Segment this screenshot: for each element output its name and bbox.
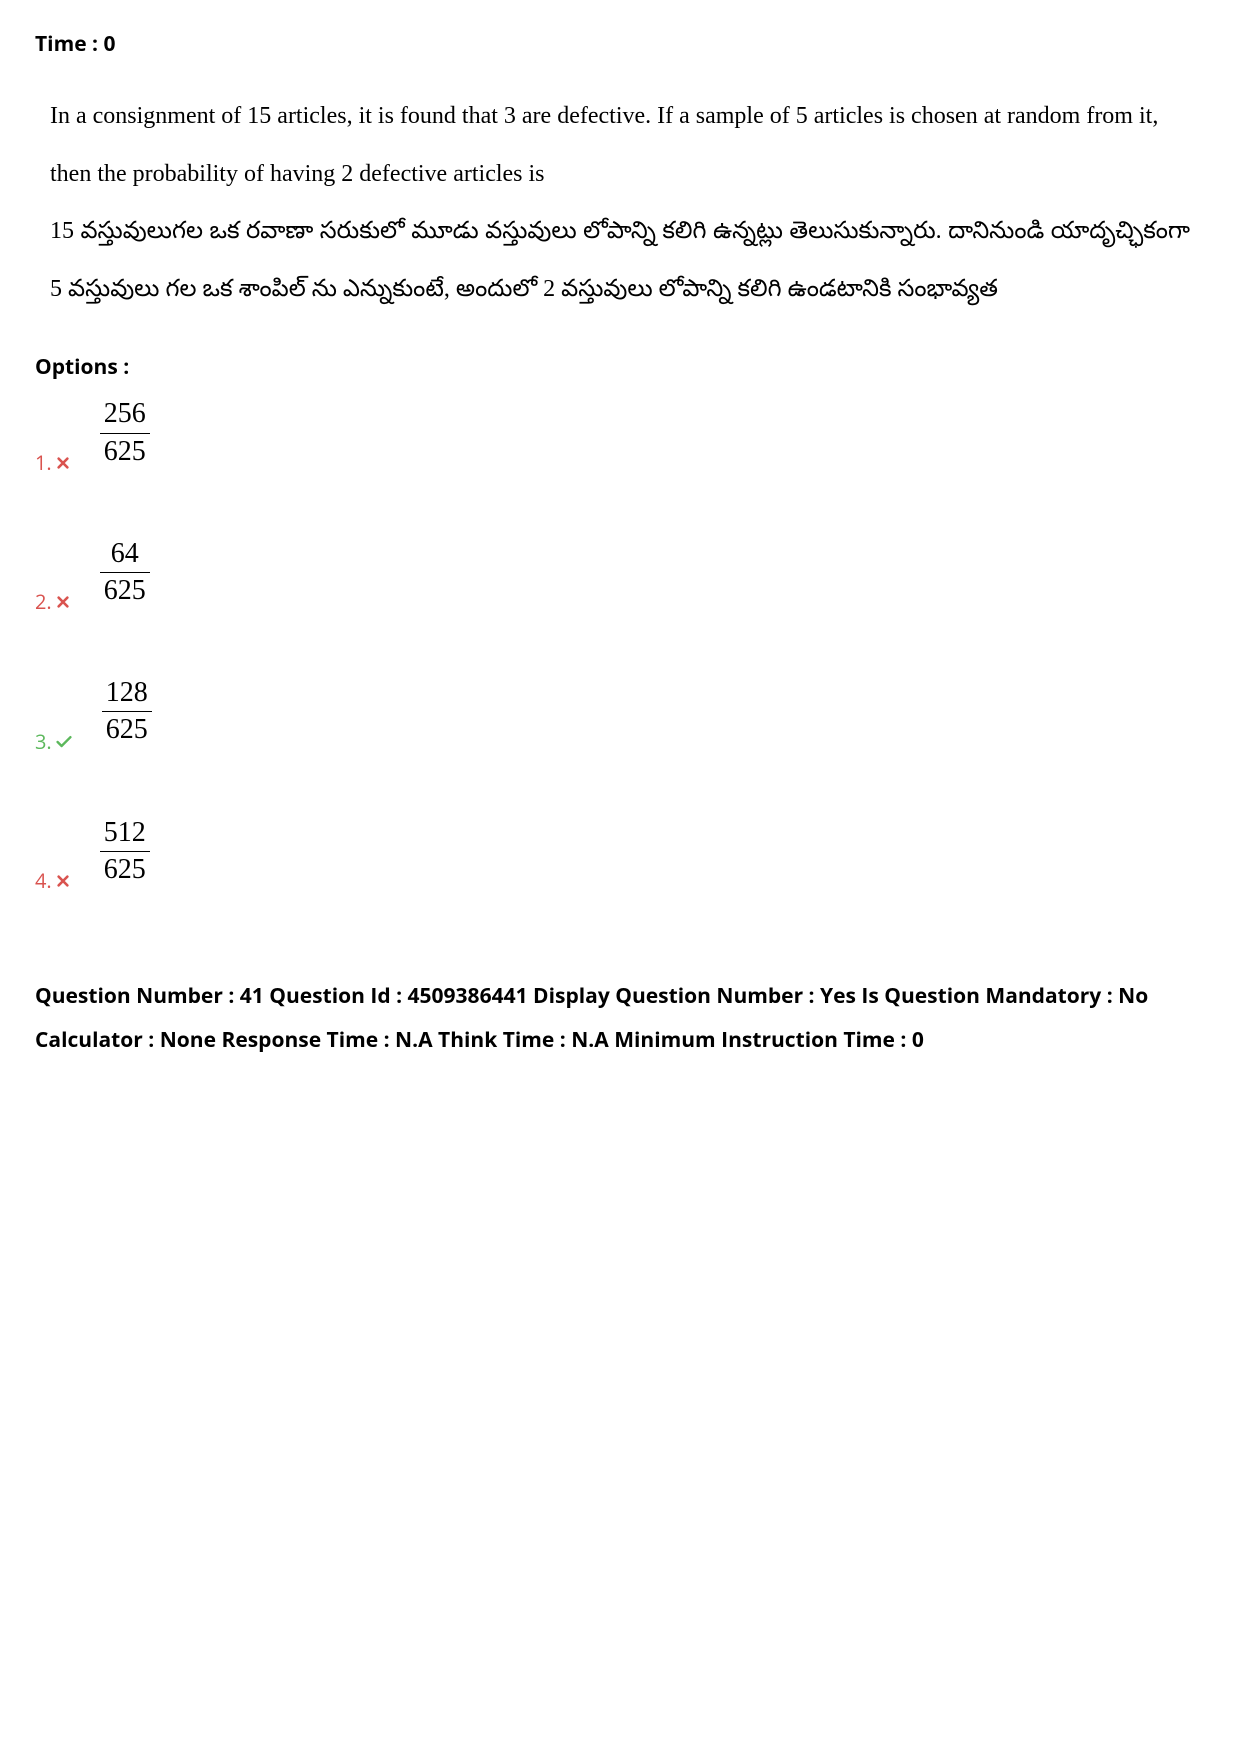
question-block: In a consignment of 15 articles, it is f… — [35, 78, 1205, 328]
option-number-text: 4. — [35, 867, 52, 894]
cross-icon — [56, 867, 70, 894]
time-header: Time : 0 — [35, 30, 1205, 58]
fraction-denominator: 625 — [100, 851, 150, 886]
question-text-telugu: 15 వస్తువులుగల ఒక రవాణా సరుకులో మూడు వస్… — [50, 203, 1190, 318]
option-label-2: 2. — [35, 588, 70, 615]
option-label-3: 3. — [35, 728, 72, 755]
fraction-numerator: 128 — [102, 677, 152, 711]
option-number-text: 2. — [35, 588, 52, 615]
question-metadata: Question Number : 41 Question Id : 45093… — [35, 974, 1205, 1062]
cross-icon — [56, 588, 70, 615]
option-fraction-1: 256 625 — [100, 398, 150, 467]
options-header: Options : — [35, 353, 1205, 381]
fraction-denominator: 625 — [100, 572, 150, 607]
option-row: 2. 64 625 — [35, 546, 1205, 615]
option-row: 3. 128 625 — [35, 685, 1205, 754]
fraction-numerator: 256 — [100, 398, 150, 432]
fraction-numerator: 64 — [107, 538, 143, 572]
fraction-denominator: 625 — [100, 433, 150, 468]
option-label-4: 4. — [35, 867, 70, 894]
cross-icon — [56, 449, 70, 476]
option-number-text: 3. — [35, 728, 52, 755]
question-text-english: In a consignment of 15 articles, it is f… — [50, 88, 1190, 203]
option-label-1: 1. — [35, 449, 70, 476]
option-fraction-4: 512 625 — [100, 817, 150, 886]
fraction-numerator: 512 — [100, 817, 150, 851]
option-fraction-2: 64 625 — [100, 538, 150, 607]
option-row: 4. 512 625 — [35, 825, 1205, 894]
check-icon — [56, 728, 72, 755]
fraction-denominator: 625 — [102, 711, 152, 746]
option-row: 1. 256 625 — [35, 406, 1205, 475]
option-number-text: 1. — [35, 449, 52, 476]
option-fraction-3: 128 625 — [102, 677, 152, 746]
